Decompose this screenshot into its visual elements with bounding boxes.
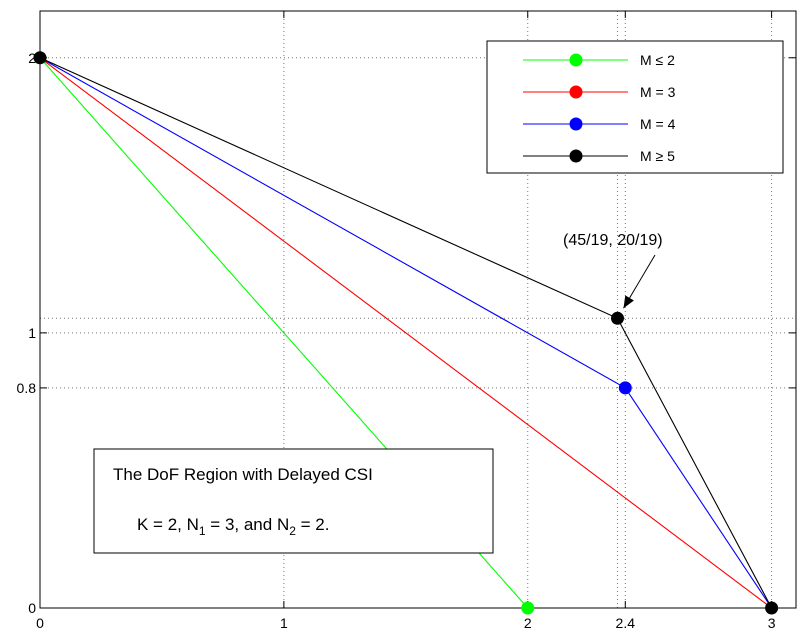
y-tick-label: 0.8 (17, 380, 37, 396)
info-textbox-line1: The DoF Region with Delayed CSI (113, 465, 373, 484)
series-marker-4 (610, 311, 624, 325)
x-tick-label: 2.4 (616, 615, 636, 631)
info-textbox-frame (93, 448, 494, 554)
x-tick-label: 2 (524, 615, 532, 631)
info-textbox-line2-part1: K = 2, N (137, 515, 199, 534)
series-marker-3 (618, 381, 632, 395)
axes-frame (39, 10, 797, 609)
legend-entries: M ≤ 2 M = 3 M = 4 M ≥ 5 (523, 52, 676, 164)
series-markers (33, 51, 779, 615)
legend-label-4: M ≥ 5 (640, 148, 675, 164)
x-tick-label: 3 (768, 615, 776, 631)
legend-box (486, 40, 784, 174)
info-textbox: The DoF Region with Delayed CSI K = 2, N… (93, 448, 494, 554)
legend-label-2: M = 3 (640, 84, 676, 100)
shared-marker (765, 601, 779, 615)
y-tick-label: 0 (28, 600, 36, 616)
info-textbox-line2-part3: = 2. (296, 515, 330, 534)
legend-marker-4 (569, 149, 583, 163)
series-marker-1 (521, 601, 535, 615)
y-tick-label: 1 (28, 325, 36, 341)
legend-marker-1 (569, 53, 583, 67)
info-textbox-line2-sub2: 2 (289, 524, 296, 538)
axis-tick-labels: 0 1 2 2.4 3 0 0.8 1 2 (17, 50, 776, 631)
annotation-arrow-head (623, 295, 634, 309)
info-textbox-line2: K = 2, N1 = 3, and N2 = 2. (137, 515, 329, 538)
legend-marker-3 (569, 117, 583, 131)
x-tick-label: 1 (280, 615, 288, 631)
series-line-2 (39, 57, 772, 609)
x-tick-label: 0 (36, 615, 44, 631)
info-textbox-line2-sub1: 1 (199, 524, 206, 538)
annotation: (45/19, 20/19) (563, 232, 663, 309)
legend-label-3: M = 4 (640, 116, 676, 132)
shared-marker (33, 51, 47, 65)
legend: M ≤ 2 M = 3 M = 4 M ≥ 5 (486, 40, 784, 174)
legend-marker-2 (569, 85, 583, 99)
info-textbox-line2-part2: = 3, and N (206, 515, 290, 534)
legend-label-1: M ≤ 2 (640, 52, 675, 68)
y-tick-label: 2 (28, 50, 36, 66)
annotation-label: (45/19, 20/19) (563, 232, 663, 249)
